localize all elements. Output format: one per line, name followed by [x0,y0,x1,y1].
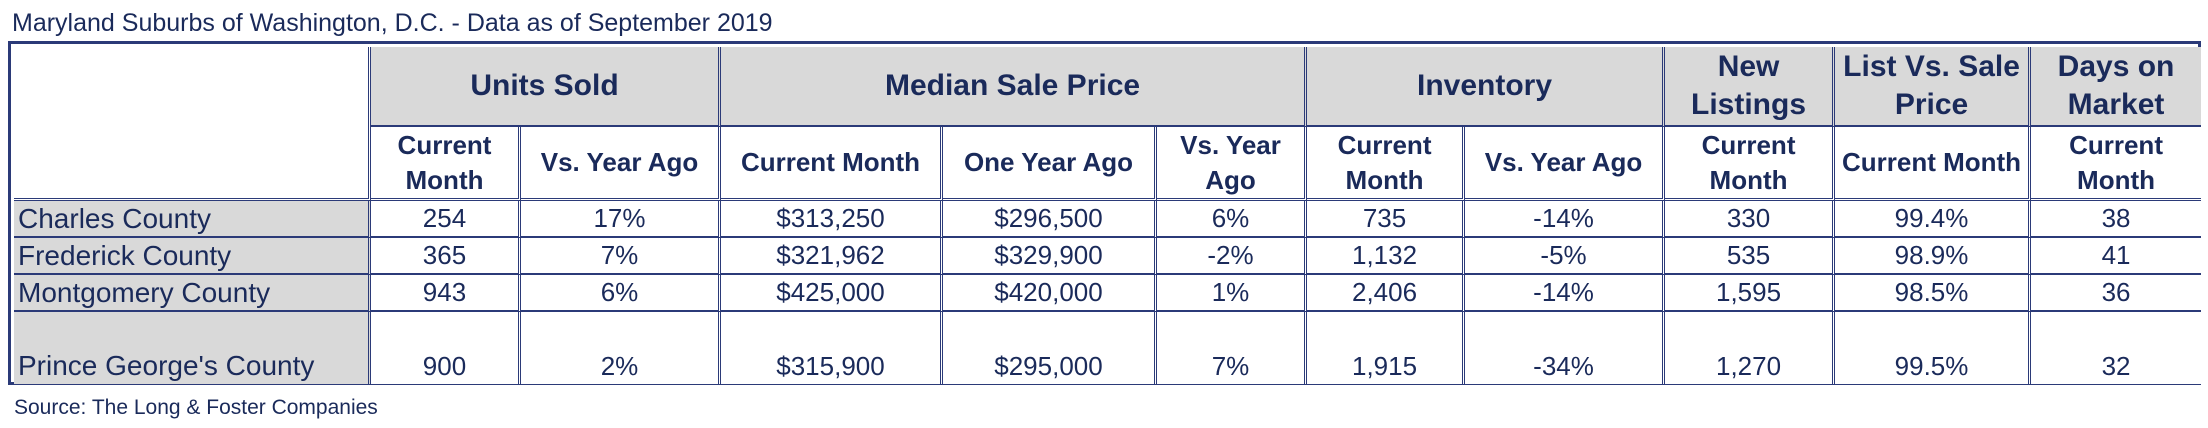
cell-median-price-vs-year-ago: 7% [1157,312,1308,384]
subheader-price-current-month: Current Month [721,127,943,201]
cell-inventory-vs-year-ago: -34% [1465,312,1666,384]
cell-days-on-market: 36 [2031,275,2202,312]
cell-median-price: $425,000 [721,275,943,312]
corner-cell [14,47,371,201]
cell-list-vs-sale: 99.5% [1835,312,2032,384]
cell-units-sold: 254 [371,201,521,238]
cell-inventory: 1,915 [1307,312,1466,384]
row-label-county: Frederick County [14,238,371,275]
cell-median-price-vs-year-ago: -2% [1157,238,1308,275]
cell-units-vs-year-ago: 6% [521,275,721,312]
cell-inventory-vs-year-ago: -5% [1465,238,1666,275]
subheader-price-vs-year-ago: Vs. Year Ago [1157,127,1308,201]
cell-units-vs-year-ago: 2% [521,312,721,384]
cell-days-on-market: 32 [2031,312,2202,384]
header-row-groups: Units Sold Median Sale Price Inventory N… [14,47,2202,201]
cell-median-price: $313,250 [721,201,943,238]
market-data-table: Units Sold Median Sale Price Inventory N… [8,41,2202,385]
group-median-sale-price: Median Sale Price [721,47,1308,127]
cell-new-listings: 535 [1665,238,1836,275]
subheader-list-vs-sale-current-month: Current Month [1835,127,2032,201]
cell-days-on-market: 38 [2031,201,2202,238]
cell-inventory: 735 [1307,201,1466,238]
row-label-county: Prince George's County [14,312,371,384]
cell-units-sold: 900 [371,312,521,384]
cell-median-price-vs-year-ago: 6% [1157,201,1308,238]
cell-units-vs-year-ago: 7% [521,238,721,275]
cell-inventory-vs-year-ago: -14% [1465,275,1666,312]
source-note: Source: The Long & Foster Companies [14,396,378,419]
group-list-vs-sale-price: List Vs. Sale Price [1835,47,2032,127]
table-row: Charles County 254 17% $313,250 $296,500… [14,201,2202,238]
group-units-sold: Units Sold [371,47,721,127]
cell-median-price-vs-year-ago: 1% [1157,275,1308,312]
cell-units-sold: 365 [371,238,521,275]
cell-new-listings: 1,270 [1665,312,1836,384]
cell-list-vs-sale: 99.4% [1835,201,2032,238]
cell-new-listings: 1,595 [1665,275,1836,312]
cell-days-on-market: 41 [2031,238,2202,275]
cell-median-price-year-ago: $420,000 [943,275,1157,312]
table-row: Montgomery County 943 6% $425,000 $420,0… [14,275,2202,312]
cell-list-vs-sale: 98.5% [1835,275,2032,312]
cell-units-sold: 943 [371,275,521,312]
cell-units-vs-year-ago: 17% [521,201,721,238]
group-days-on-market: Days on Market [2031,47,2202,127]
cell-median-price-year-ago: $296,500 [943,201,1157,238]
subheader-days-current-month: Current Month [2031,127,2202,201]
cell-inventory: 2,406 [1307,275,1466,312]
table-row: Frederick County 365 7% $321,962 $329,90… [14,238,2202,275]
subheader-inventory-current-month: Current Month [1307,127,1466,201]
cell-list-vs-sale: 98.9% [1835,238,2032,275]
cell-median-price: $321,962 [721,238,943,275]
subheader-price-one-year-ago: One Year Ago [943,127,1157,201]
cell-median-price-year-ago: $329,900 [943,238,1157,275]
cell-median-price-year-ago: $295,000 [943,312,1157,384]
cell-inventory: 1,132 [1307,238,1466,275]
cell-inventory-vs-year-ago: -14% [1465,201,1666,238]
group-new-listings: New Listings [1665,47,1836,127]
subheader-inventory-vs-year-ago: Vs. Year Ago [1465,127,1666,201]
row-label-county: Charles County [14,201,371,238]
group-inventory: Inventory [1307,47,1666,127]
subheader-new-listings-current-month: Current Month [1665,127,1836,201]
table-row: Prince George's County 900 2% $315,900 $… [14,312,2202,384]
row-label-county: Montgomery County [14,275,371,312]
cell-new-listings: 330 [1665,201,1836,238]
header-row-subheaders: Current Month Vs. Year Ago Current Month… [14,127,2202,201]
subheader-units-vs-year-ago: Vs. Year Ago [521,127,721,201]
cell-median-price: $315,900 [721,312,943,384]
subheader-units-current-month: Current Month [371,127,521,201]
page-title: Maryland Suburbs of Washington, D.C. - D… [12,9,773,37]
